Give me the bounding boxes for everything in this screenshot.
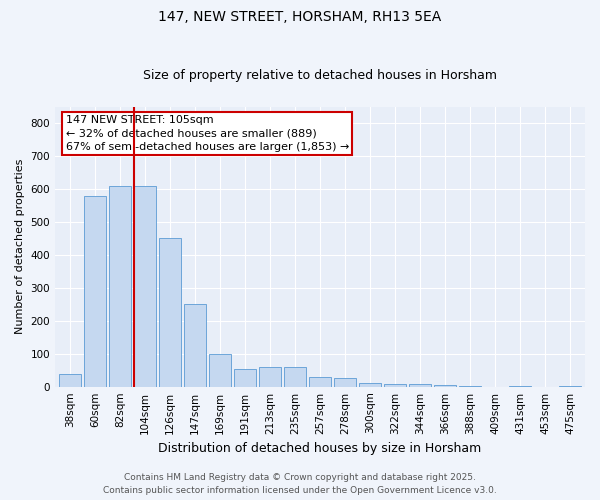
Bar bbox=[134, 186, 156, 386]
Bar bbox=[284, 367, 306, 386]
Bar bbox=[409, 384, 431, 386]
Bar bbox=[309, 377, 331, 386]
Bar bbox=[59, 374, 81, 386]
Text: 147, NEW STREET, HORSHAM, RH13 5EA: 147, NEW STREET, HORSHAM, RH13 5EA bbox=[158, 10, 442, 24]
Bar bbox=[184, 304, 206, 386]
Bar bbox=[109, 186, 131, 386]
Bar bbox=[234, 368, 256, 386]
Bar bbox=[84, 196, 106, 386]
Text: Contains HM Land Registry data © Crown copyright and database right 2025.
Contai: Contains HM Land Registry data © Crown c… bbox=[103, 474, 497, 495]
Bar bbox=[384, 384, 406, 386]
Bar bbox=[359, 382, 381, 386]
Y-axis label: Number of detached properties: Number of detached properties bbox=[15, 159, 25, 334]
Bar bbox=[159, 238, 181, 386]
Title: Size of property relative to detached houses in Horsham: Size of property relative to detached ho… bbox=[143, 69, 497, 82]
Bar bbox=[334, 378, 356, 386]
Text: 147 NEW STREET: 105sqm
← 32% of detached houses are smaller (889)
67% of semi-de: 147 NEW STREET: 105sqm ← 32% of detached… bbox=[65, 115, 349, 152]
Bar bbox=[259, 367, 281, 386]
Bar bbox=[209, 354, 231, 386]
X-axis label: Distribution of detached houses by size in Horsham: Distribution of detached houses by size … bbox=[158, 442, 482, 455]
Bar bbox=[434, 385, 456, 386]
